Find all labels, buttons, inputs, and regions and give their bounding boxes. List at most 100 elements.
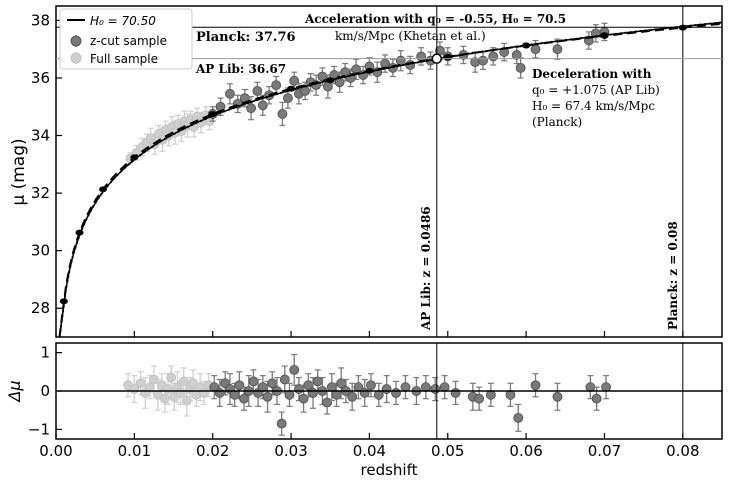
legend-full-marker	[70, 52, 82, 64]
curve-marker	[522, 42, 531, 49]
top-y-tick-label: 28	[31, 299, 50, 317]
top-data-point	[257, 100, 268, 111]
curve-marker	[365, 67, 374, 74]
top-data-point	[322, 81, 333, 92]
residual-data-point	[166, 372, 177, 383]
acceleration-subtitle: km/s/Mpc (Khetan et al.)	[335, 29, 486, 43]
legend: H₀ = 70.50 z-cut sample Full sample	[59, 8, 193, 70]
curve-marker	[99, 186, 108, 193]
residual-data-point	[178, 376, 189, 387]
aplib-intersection-marker	[431, 53, 443, 64]
bottom-y-axis-ticks: −1 0 1	[28, 344, 62, 438]
top-data-point	[277, 109, 288, 119]
x-tick-label: 0.07	[588, 442, 621, 460]
top-data-point	[515, 62, 526, 73]
curve-marker	[443, 54, 452, 61]
residual-data-point	[513, 412, 524, 423]
curve-marker	[59, 298, 68, 305]
top-data-point	[225, 88, 235, 99]
top-data-point	[271, 80, 282, 91]
curve-marker	[600, 32, 609, 39]
residual-data-point	[289, 364, 300, 375]
legend-entry-model: H₀ = 70.50	[90, 14, 156, 28]
residual-data-point	[135, 378, 146, 389]
acceleration-curve	[58, 21, 723, 338]
residual-data-points	[123, 353, 611, 436]
curve-marker	[208, 111, 217, 118]
x-axis-ticks: 0.00 0.01 0.02 0.03 0.04 0.05 0.06 0.07 0.08	[39, 331, 700, 460]
bottom-y-tick-label: 0	[40, 382, 50, 400]
top-y-tick-label: 38	[31, 11, 50, 29]
top-y-axis-ticks: 28 30 32 34 36 38	[31, 11, 62, 317]
top-data-point	[252, 86, 263, 96]
residual-data-point	[322, 397, 333, 408]
deceleration-line-2: H₀ = 67.4 km/s/Mpc	[532, 99, 655, 113]
residual-data-point	[214, 388, 225, 398]
hubble-diagram-panel: 28 30 32 34 36 38 μ (mag) H₀ = 70.50 z-cut sa…	[9, 5, 723, 338]
residual-data-point	[293, 384, 304, 394]
curve-marker	[287, 85, 296, 92]
aplib-mu-label: AP Lib: 36.67	[195, 62, 286, 76]
residual-data-point	[391, 388, 401, 398]
top-data-point	[488, 51, 499, 62]
legend-entry-full: Full sample	[90, 52, 158, 66]
top-plot-frame	[55, 5, 723, 338]
x-tick-label: 0.08	[666, 442, 699, 460]
residual-data-point	[591, 393, 602, 404]
top-data-point	[289, 75, 300, 86]
residual-panel: −101 0.00 0.01 0.02 0.03 0.04 0.05 0.06 0.07 0.0…	[5, 331, 723, 479]
curve-marker	[130, 154, 139, 161]
bottom-y-tick-label: −1	[28, 420, 50, 438]
top-data-point	[395, 55, 406, 66]
top-data-point	[416, 51, 427, 62]
residual-data-point	[450, 388, 461, 398]
residual-data-point	[312, 376, 323, 387]
residual-data-point	[381, 384, 392, 394]
x-tick-label: 0.04	[353, 442, 386, 460]
x-tick-label: 0.00	[39, 442, 72, 460]
top-y-axis-label: μ (mag)	[9, 138, 29, 205]
planck-z-label: Planck: z = 0.08	[666, 221, 680, 330]
residual-data-point	[552, 391, 563, 402]
residual-data-point	[366, 380, 376, 391]
bottom-y-tick-label: 1	[40, 344, 50, 362]
top-y-tick-label: 32	[31, 184, 50, 202]
deceleration-title: Deceleration with	[532, 67, 652, 81]
top-data-point	[283, 93, 293, 104]
top-y-tick-label: 34	[31, 127, 50, 145]
residual-data-point	[160, 393, 170, 404]
legend-zcut-marker	[70, 35, 82, 47]
model-curves	[58, 21, 723, 338]
residual-data-point	[530, 380, 541, 391]
curve-marker	[75, 229, 84, 236]
residual-data-point	[430, 384, 441, 394]
top-y-tick-label: 30	[31, 242, 50, 260]
residual-data-point	[262, 391, 273, 402]
residual-data-point	[474, 393, 485, 404]
deceleration-line-3: (Planck)	[532, 115, 582, 129]
legend-box	[59, 8, 193, 70]
curve-marker	[326, 77, 335, 84]
x-tick-label: 0.01	[118, 442, 151, 460]
top-data-point	[478, 55, 488, 66]
legend-entry-zcut: z-cut sample	[90, 34, 167, 48]
deceleration-curve	[58, 22, 723, 338]
residual-data-point	[298, 393, 309, 404]
x-tick-label: 0.06	[509, 442, 542, 460]
deceleration-line-1: q₀ = +1.075 (AP Lib)	[532, 83, 660, 97]
x-tick-label: 0.05	[431, 442, 464, 460]
planck-mu-label: Planck: 37.76	[196, 30, 296, 45]
x-tick-label: 0.02	[196, 442, 229, 460]
top-data-point	[246, 103, 256, 114]
top-y-tick-label: 36	[31, 69, 50, 87]
x-tick-label: 0.03	[274, 442, 307, 460]
residual-data-point	[347, 391, 358, 402]
residual-data-point	[279, 374, 290, 385]
residual-data-point	[276, 418, 287, 429]
x-axis-label: redshift	[361, 461, 418, 479]
top-data-point	[317, 71, 328, 82]
top-data-point	[530, 44, 541, 55]
residual-data-point	[248, 376, 259, 387]
residual-reference-lines	[56, 343, 722, 439]
